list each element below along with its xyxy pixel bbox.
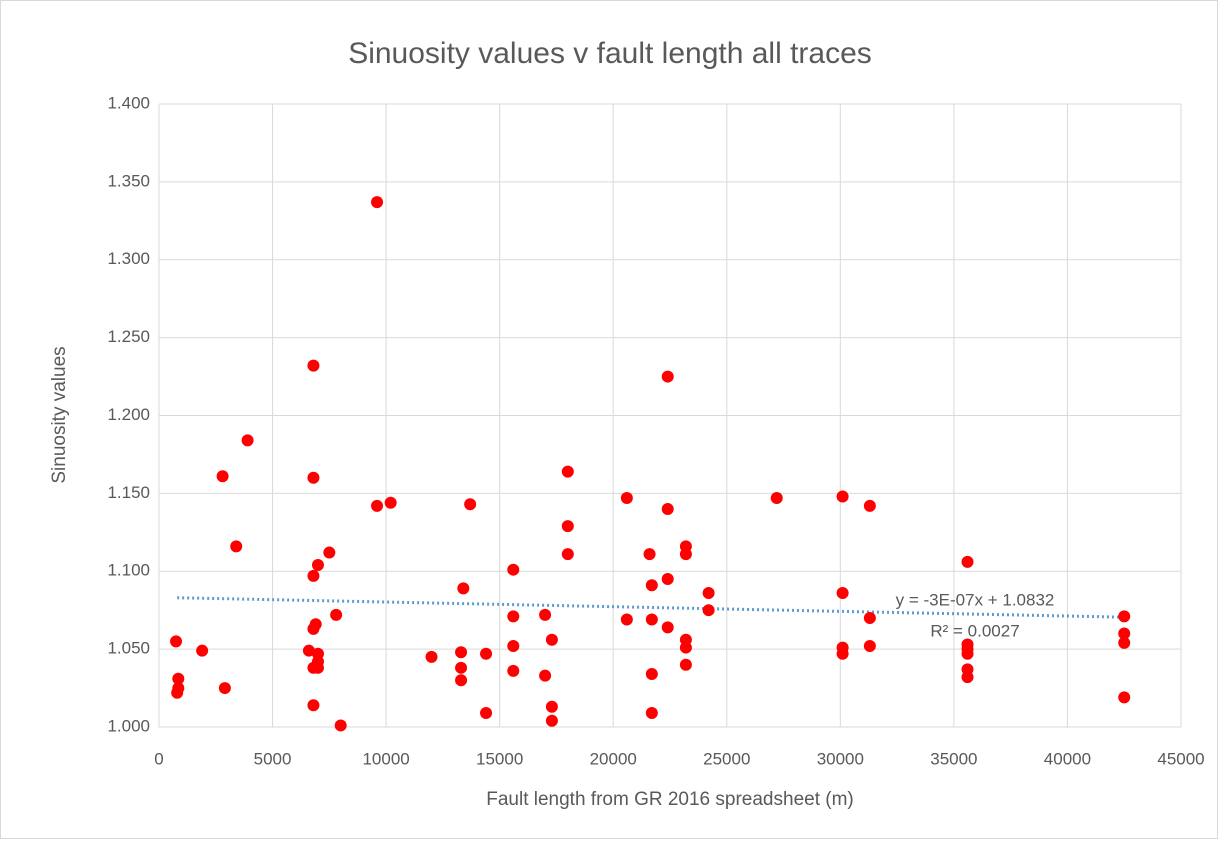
point [170, 635, 183, 648]
y-tick-label: 1.250 [107, 327, 150, 346]
point [961, 671, 974, 684]
point [307, 699, 320, 712]
point [836, 490, 849, 503]
y-tick-label: 1.200 [107, 405, 150, 424]
point [770, 492, 783, 505]
point [507, 563, 520, 576]
point [702, 604, 715, 617]
point [307, 569, 320, 582]
x-tick-label: 35000 [930, 749, 977, 768]
point [334, 719, 347, 732]
chart-title: Sinuosity values v fault length all trac… [348, 37, 872, 70]
point [645, 706, 658, 719]
y-tick-label: 1.400 [107, 93, 150, 112]
x-tick-label: 45000 [1157, 749, 1204, 768]
point [836, 587, 849, 600]
point [863, 499, 876, 512]
point [425, 650, 438, 663]
point [455, 674, 468, 687]
point [196, 644, 209, 657]
point [455, 661, 468, 674]
x-tick-label: 5000 [254, 749, 292, 768]
point [323, 546, 336, 559]
point [218, 682, 231, 695]
x-tick-label: 0 [154, 749, 163, 768]
y-axis-label: Sinuosity values [49, 346, 70, 483]
point [620, 613, 633, 626]
y-tick-label: 1.100 [107, 561, 150, 580]
point [661, 573, 674, 586]
point [661, 502, 674, 515]
point [241, 434, 254, 447]
point [371, 499, 384, 512]
point [507, 664, 520, 677]
point [464, 498, 477, 511]
point [507, 640, 520, 653]
point [620, 492, 633, 505]
x-tick-label: 40000 [1044, 749, 1091, 768]
point [1118, 627, 1131, 640]
point [863, 640, 876, 653]
trendline-annotation: y = -3E-07x + 1.0832 [896, 590, 1055, 609]
point [863, 611, 876, 624]
point [457, 582, 470, 595]
x-tick-label: 25000 [703, 749, 750, 768]
x-tick-label: 10000 [362, 749, 409, 768]
point [539, 608, 552, 621]
point [1118, 691, 1131, 704]
point [545, 700, 558, 713]
point [384, 496, 397, 509]
point [371, 196, 384, 209]
point [836, 647, 849, 660]
x-tick-label: 20000 [590, 749, 637, 768]
point [645, 668, 658, 681]
point [702, 587, 715, 600]
point [309, 618, 322, 631]
point [216, 470, 229, 483]
x-tick-label: 15000 [476, 749, 523, 768]
point [480, 706, 493, 719]
point [961, 555, 974, 568]
point [307, 471, 320, 484]
point [311, 661, 324, 674]
point [330, 608, 343, 621]
point [661, 370, 674, 383]
x-axis-label: Fault length from GR 2016 spreadsheet (m… [486, 789, 854, 810]
point [171, 686, 184, 699]
trendline-annotation: R² = 0.0027 [930, 621, 1019, 640]
point [230, 540, 243, 553]
point [1118, 636, 1131, 649]
y-tick-label: 1.150 [107, 483, 150, 502]
point [645, 579, 658, 592]
point [561, 520, 574, 533]
point [661, 621, 674, 634]
y-tick-label: 1.350 [107, 171, 150, 190]
point [679, 548, 692, 561]
point [480, 647, 493, 660]
point [455, 646, 468, 659]
point [679, 641, 692, 654]
y-tick-label: 1.300 [107, 249, 150, 268]
point [561, 465, 574, 478]
point [545, 714, 558, 727]
point [561, 548, 574, 561]
point [539, 669, 552, 682]
point [172, 672, 185, 685]
point [645, 613, 658, 626]
point [545, 633, 558, 646]
point [1118, 610, 1131, 623]
point [961, 647, 974, 660]
point [507, 610, 520, 623]
point [311, 559, 324, 572]
y-tick-label: 1.000 [107, 716, 150, 735]
point [302, 644, 315, 657]
point [307, 359, 320, 372]
point [643, 548, 656, 561]
point [679, 658, 692, 671]
y-tick-label: 1.050 [107, 639, 150, 658]
x-tick-label: 30000 [817, 749, 864, 768]
